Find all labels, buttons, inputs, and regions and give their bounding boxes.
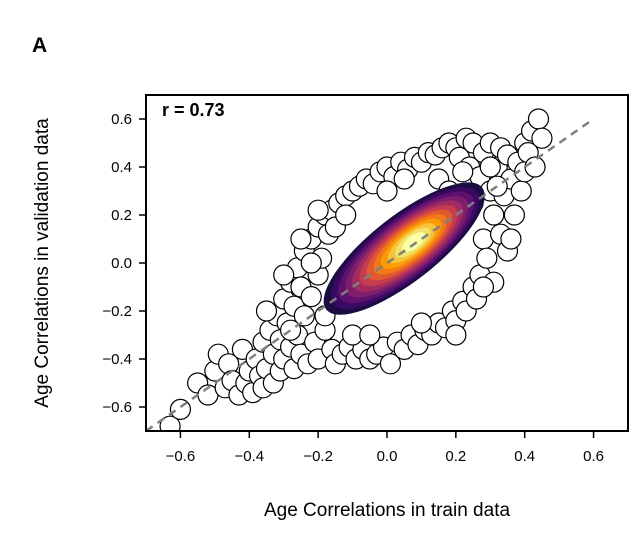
panel-label: A [32, 34, 47, 57]
data-point [410, 312, 433, 334]
data-point [524, 156, 546, 178]
y-tick-label: −0.4 [102, 351, 132, 368]
correlation-annotation: r = 0.73 [162, 100, 225, 120]
data-point [273, 264, 295, 286]
identity-line [146, 117, 595, 431]
y-axis-label: Age Correlations in validation data [32, 118, 53, 408]
plot-area [146, 108, 595, 431]
data-point [300, 252, 322, 274]
data-point [531, 127, 553, 149]
y-tick-label: 0.2 [111, 207, 132, 224]
x-axis-label: Age Correlations in train data [264, 500, 511, 521]
data-point [479, 156, 501, 178]
data-point [393, 168, 415, 190]
y-tick-label: 0.6 [111, 111, 132, 128]
data-point [359, 324, 381, 346]
x-tick-label: 0.6 [583, 448, 604, 465]
data-point [510, 180, 532, 202]
data-point [159, 415, 181, 431]
data-point [472, 276, 494, 298]
data-point [293, 305, 315, 327]
data-point [307, 199, 329, 221]
x-tick-label: −0.6 [166, 448, 196, 465]
data-point [379, 353, 402, 375]
y-tick-label: −0.2 [102, 303, 132, 320]
points-layer [159, 108, 553, 431]
data-point [376, 180, 398, 202]
data-point [300, 286, 322, 308]
x-tick-label: −0.2 [303, 448, 333, 465]
x-tick-label: −0.4 [234, 448, 264, 465]
data-point [445, 324, 467, 346]
data-point [280, 319, 302, 341]
data-point [335, 204, 357, 226]
data-point [452, 161, 474, 183]
data-point [169, 398, 192, 420]
data-point [500, 228, 522, 250]
data-point [476, 247, 498, 269]
data-point [255, 300, 278, 322]
y-tick-label: −0.6 [102, 399, 132, 416]
density-contour-level [402, 232, 426, 252]
y-tick-label: 0.4 [111, 159, 132, 176]
y-axis: −0.6 −0.4 −0.2 0.0 0.2 0.4 0.6 [102, 111, 146, 416]
x-axis: −0.6 −0.4 −0.2 0.0 0.2 0.4 0.6 [166, 431, 604, 465]
x-tick-label: 0.2 [445, 448, 466, 465]
data-point [503, 204, 525, 226]
data-point [527, 108, 550, 130]
x-tick-label: 0.0 [377, 448, 398, 465]
x-tick-label: 0.4 [514, 448, 535, 465]
data-point [290, 228, 312, 250]
y-tick-label: 0.0 [111, 255, 132, 272]
data-point [483, 204, 505, 226]
